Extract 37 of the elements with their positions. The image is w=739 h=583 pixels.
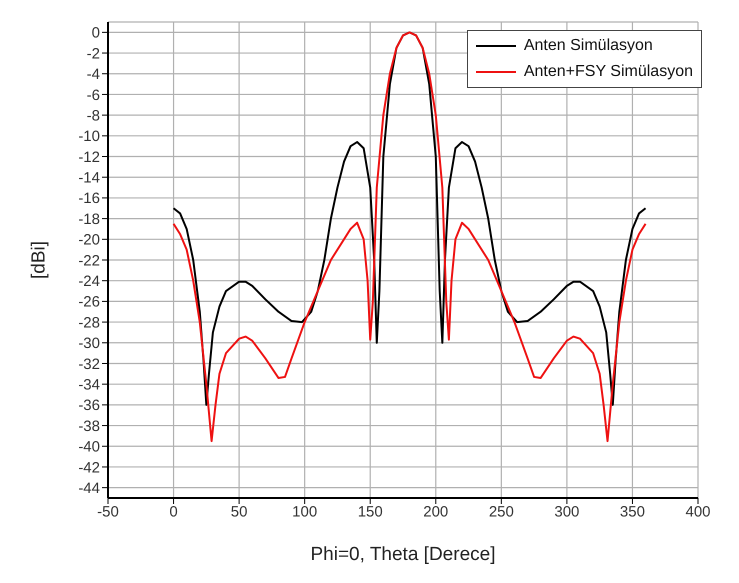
x-tick-label: 250 — [488, 504, 514, 521]
y-axis-title: [dBi] — [28, 240, 50, 280]
y-tick-label: -36 — [78, 397, 100, 414]
y-tick-label: -34 — [78, 376, 100, 394]
y-tick-label: -22 — [78, 252, 100, 270]
x-tick-label: 0 — [169, 504, 178, 521]
x-axis-title: Phi=0, Theta [Derece] — [310, 544, 496, 565]
y-tick-label: -28 — [78, 314, 100, 332]
y-tick-label: -4 — [86, 66, 100, 84]
legend-label: Anten+FSY Simülasyon — [524, 62, 693, 82]
x-tick-label: 200 — [423, 504, 448, 521]
y-tick-label: -40 — [78, 438, 100, 456]
y-tick-label: -38 — [78, 418, 100, 435]
x-tick-label: 100 — [292, 504, 318, 521]
x-tick-label: 350 — [620, 504, 645, 521]
y-tick-label: -12 — [78, 148, 100, 166]
x-tick-label: 150 — [358, 504, 383, 521]
x-tick-label: 50 — [230, 504, 248, 521]
x-tick-label: -50 — [97, 504, 119, 521]
y-tick-label: -44 — [78, 480, 100, 497]
y-tick-label: -14 — [78, 170, 100, 187]
x-tick-label: 400 — [685, 504, 711, 521]
y-tick-label: -26 — [78, 294, 100, 311]
x-tick-label: 300 — [554, 504, 580, 521]
y-tick-label: -16 — [78, 190, 100, 208]
y-tick-label: -6 — [86, 86, 100, 104]
y-tick-label: -10 — [78, 128, 100, 146]
y-tick-label: -20 — [78, 232, 100, 249]
y-tick-label: -24 — [78, 273, 100, 290]
y-tick-label: -30 — [78, 335, 100, 352]
y-tick-label: 0 — [92, 24, 100, 42]
y-tick-label: -42 — [78, 459, 100, 476]
y-tick-label: -8 — [86, 107, 100, 124]
legend-label: Anten Simülasyon — [524, 36, 653, 56]
y-tick-label: -32 — [78, 356, 100, 373]
y-tick-label: -18 — [78, 210, 100, 228]
y-tick-label: -2 — [86, 45, 100, 62]
